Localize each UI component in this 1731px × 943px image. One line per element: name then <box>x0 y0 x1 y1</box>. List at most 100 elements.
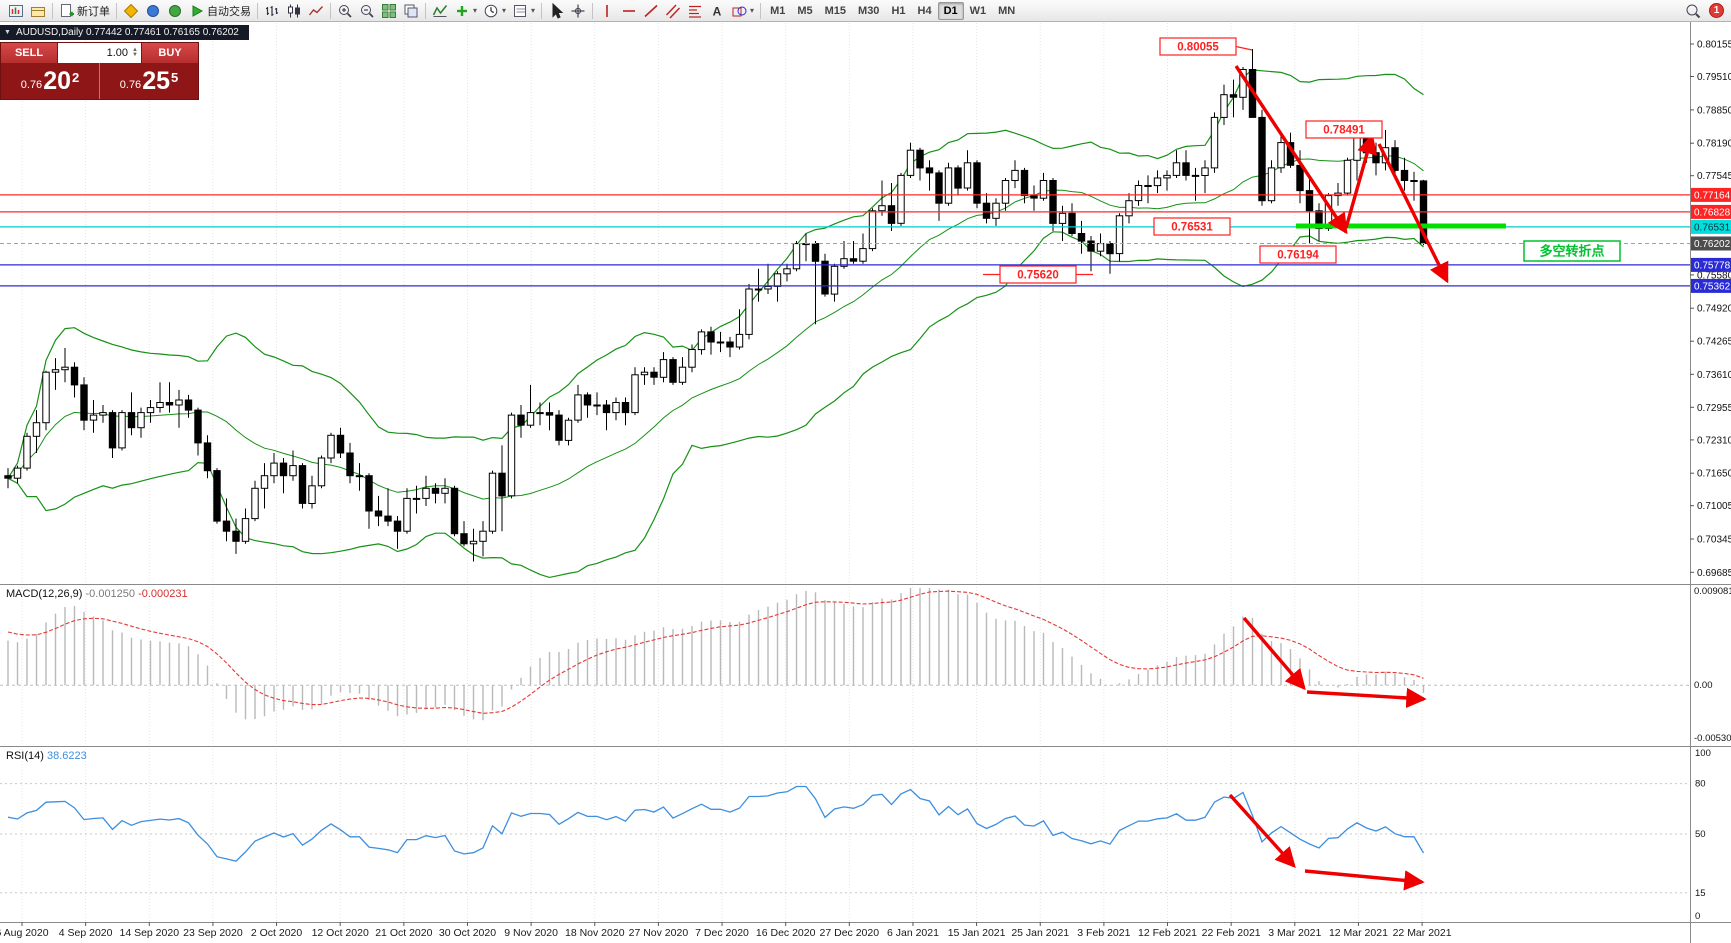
timeframe-w1-button[interactable]: W1 <box>969 4 987 17</box>
candle-body <box>631 374 639 414</box>
search-button[interactable] <box>1682 1 1704 20</box>
svg-text:3 Mar 2021: 3 Mar 2021 <box>1268 927 1321 939</box>
channel-button[interactable] <box>662 1 684 20</box>
trend-arrows-rsi[interactable] <box>1228 793 1425 891</box>
svg-text:22 Mar 2021: 22 Mar 2021 <box>1393 927 1452 939</box>
channel-icon <box>666 4 681 18</box>
candle-body <box>1410 180 1418 182</box>
new-order-button[interactable]: 新订单 <box>56 1 113 20</box>
timeframe-m15-button[interactable]: M15 <box>824 4 847 17</box>
candles-chart-button[interactable] <box>283 1 305 20</box>
callout-box-0.76531 <box>1153 217 1231 236</box>
trend-arrows-main[interactable] <box>1234 65 1449 284</box>
candle-body <box>308 485 316 504</box>
candle-body <box>23 435 31 469</box>
svg-text:0.78850: 0.78850 <box>1697 105 1731 116</box>
candles-chart-icon <box>288 4 300 17</box>
text-label-button[interactable]: A <box>706 1 728 20</box>
trendline-button[interactable] <box>640 1 662 20</box>
buy-button[interactable]: BUY <box>141 43 198 63</box>
candle-body <box>897 174 905 224</box>
tester-circle-button[interactable] <box>164 1 186 20</box>
candle-body <box>1305 190 1314 212</box>
svg-text:多空转折点: 多空转折点 <box>1539 244 1604 259</box>
fibonacci-button[interactable] <box>684 1 706 20</box>
candle-body <box>1020 169 1029 197</box>
line-chart-button[interactable] <box>305 1 327 20</box>
toolbar-separator <box>116 2 117 19</box>
candle-body <box>99 412 107 416</box>
candle-body <box>184 399 193 411</box>
candle-body <box>1049 180 1057 224</box>
hline-button[interactable] <box>618 1 640 20</box>
sell-button[interactable]: SELL <box>1 43 58 63</box>
candle-body <box>460 533 468 545</box>
timeframe-m1-button[interactable]: M1 <box>770 4 786 17</box>
svg-text:15 Jan 2021: 15 Jan 2021 <box>948 927 1006 939</box>
vline-button[interactable] <box>596 1 618 20</box>
timeframe-d1-button[interactable]: D1 <box>937 1 964 20</box>
svg-text:0.76531: 0.76531 <box>1171 222 1213 234</box>
bars-chart-button[interactable] <box>261 1 283 20</box>
candle-body <box>1372 152 1380 164</box>
candle-body <box>355 475 364 478</box>
sell-price[interactable]: 0.76 20 2 <box>1 63 100 99</box>
crosshair-button[interactable] <box>567 1 589 20</box>
add-indicator-button[interactable]: ▾ <box>451 1 480 20</box>
candle-body <box>1134 185 1143 202</box>
timeframe-mn-button[interactable]: MN <box>998 4 1016 17</box>
shapes-button[interactable]: ▾ <box>728 1 757 20</box>
toolbar-separator <box>257 2 258 19</box>
quantity-field[interactable]: 1.00 ▲ ▼ <box>58 43 141 63</box>
zoom-out-button[interactable] <box>356 1 378 20</box>
profiles-button[interactable] <box>27 1 49 20</box>
candle-body <box>650 371 658 378</box>
candle-body <box>1400 169 1409 181</box>
svg-text:0.78190: 0.78190 <box>1697 139 1731 150</box>
svg-text:3 Feb 2021: 3 Feb 2021 <box>1077 927 1130 939</box>
periods-button[interactable]: ▾ <box>480 1 509 20</box>
timeframe-m30-button[interactable]: M30 <box>858 4 880 17</box>
cascade-windows-icon <box>404 4 418 17</box>
chart-window-button[interactable] <box>5 1 27 20</box>
price-scale[interactable]: 0.80155 0.79510 0.78850 0.78190 0.77545 0.755… <box>1690 22 1731 943</box>
svg-text:12 Mar 2021: 12 Mar 2021 <box>1329 927 1388 939</box>
candle-body <box>517 414 525 426</box>
turning-point-note[interactable]: 多空转折点 <box>1523 240 1621 262</box>
scale-box-0.75362 <box>1691 278 1731 293</box>
indicators-button[interactable] <box>429 1 451 20</box>
quantity-spinner[interactable]: ▲ ▼ <box>132 47 138 58</box>
candle-body <box>403 497 411 532</box>
svg-text:0.74265: 0.74265 <box>1697 337 1731 348</box>
line-chart-icon <box>308 5 324 15</box>
trend-arrows-macd[interactable] <box>1242 616 1427 709</box>
zoom-in-button[interactable] <box>334 1 356 20</box>
svg-text:0.69685: 0.69685 <box>1697 568 1731 579</box>
buy-price[interactable]: 0.76 25 5 <box>119 66 179 95</box>
candle-body <box>118 412 126 449</box>
new-order-label: 新订单 <box>77 5 110 18</box>
collapse-arrow-icon[interactable]: ▼ <box>4 29 11 36</box>
spinner-down-icon[interactable]: ▼ <box>132 52 138 58</box>
svg-text:0.80155: 0.80155 <box>1697 40 1731 51</box>
autotrading-button[interactable]: 自动交易 <box>186 1 254 20</box>
chart-window-icon <box>9 4 23 17</box>
date-axis[interactable]: 6 Aug 2020 4 Sep 2020 14 Sep 2020 23 Sep 20… <box>0 922 1452 939</box>
timeframe-h1-button[interactable]: H1 <box>891 4 906 17</box>
tile-windows-button[interactable] <box>378 1 400 20</box>
cascade-windows-button[interactable] <box>400 1 422 20</box>
notification-badge[interactable]: 1 <box>1709 3 1724 18</box>
candle-body <box>431 487 440 494</box>
price-callouts[interactable]: 0.80055 0.78491 0.76531 0.76194 0.75620 <box>983 37 1383 284</box>
spinner-up-icon[interactable]: ▲ <box>132 47 138 53</box>
terminal-circle-button[interactable] <box>142 1 164 20</box>
timeframe-m5-button[interactable]: M5 <box>797 4 813 17</box>
mql-diamond-button[interactable] <box>120 1 142 20</box>
timeframe-h4-button[interactable]: H4 <box>917 4 932 17</box>
candle-body <box>688 349 696 368</box>
candle-body <box>640 371 649 376</box>
candle-body <box>868 210 877 250</box>
cursor-button[interactable] <box>545 1 567 20</box>
templates-button[interactable]: ▾ <box>509 1 538 20</box>
candle-body <box>89 414 98 421</box>
